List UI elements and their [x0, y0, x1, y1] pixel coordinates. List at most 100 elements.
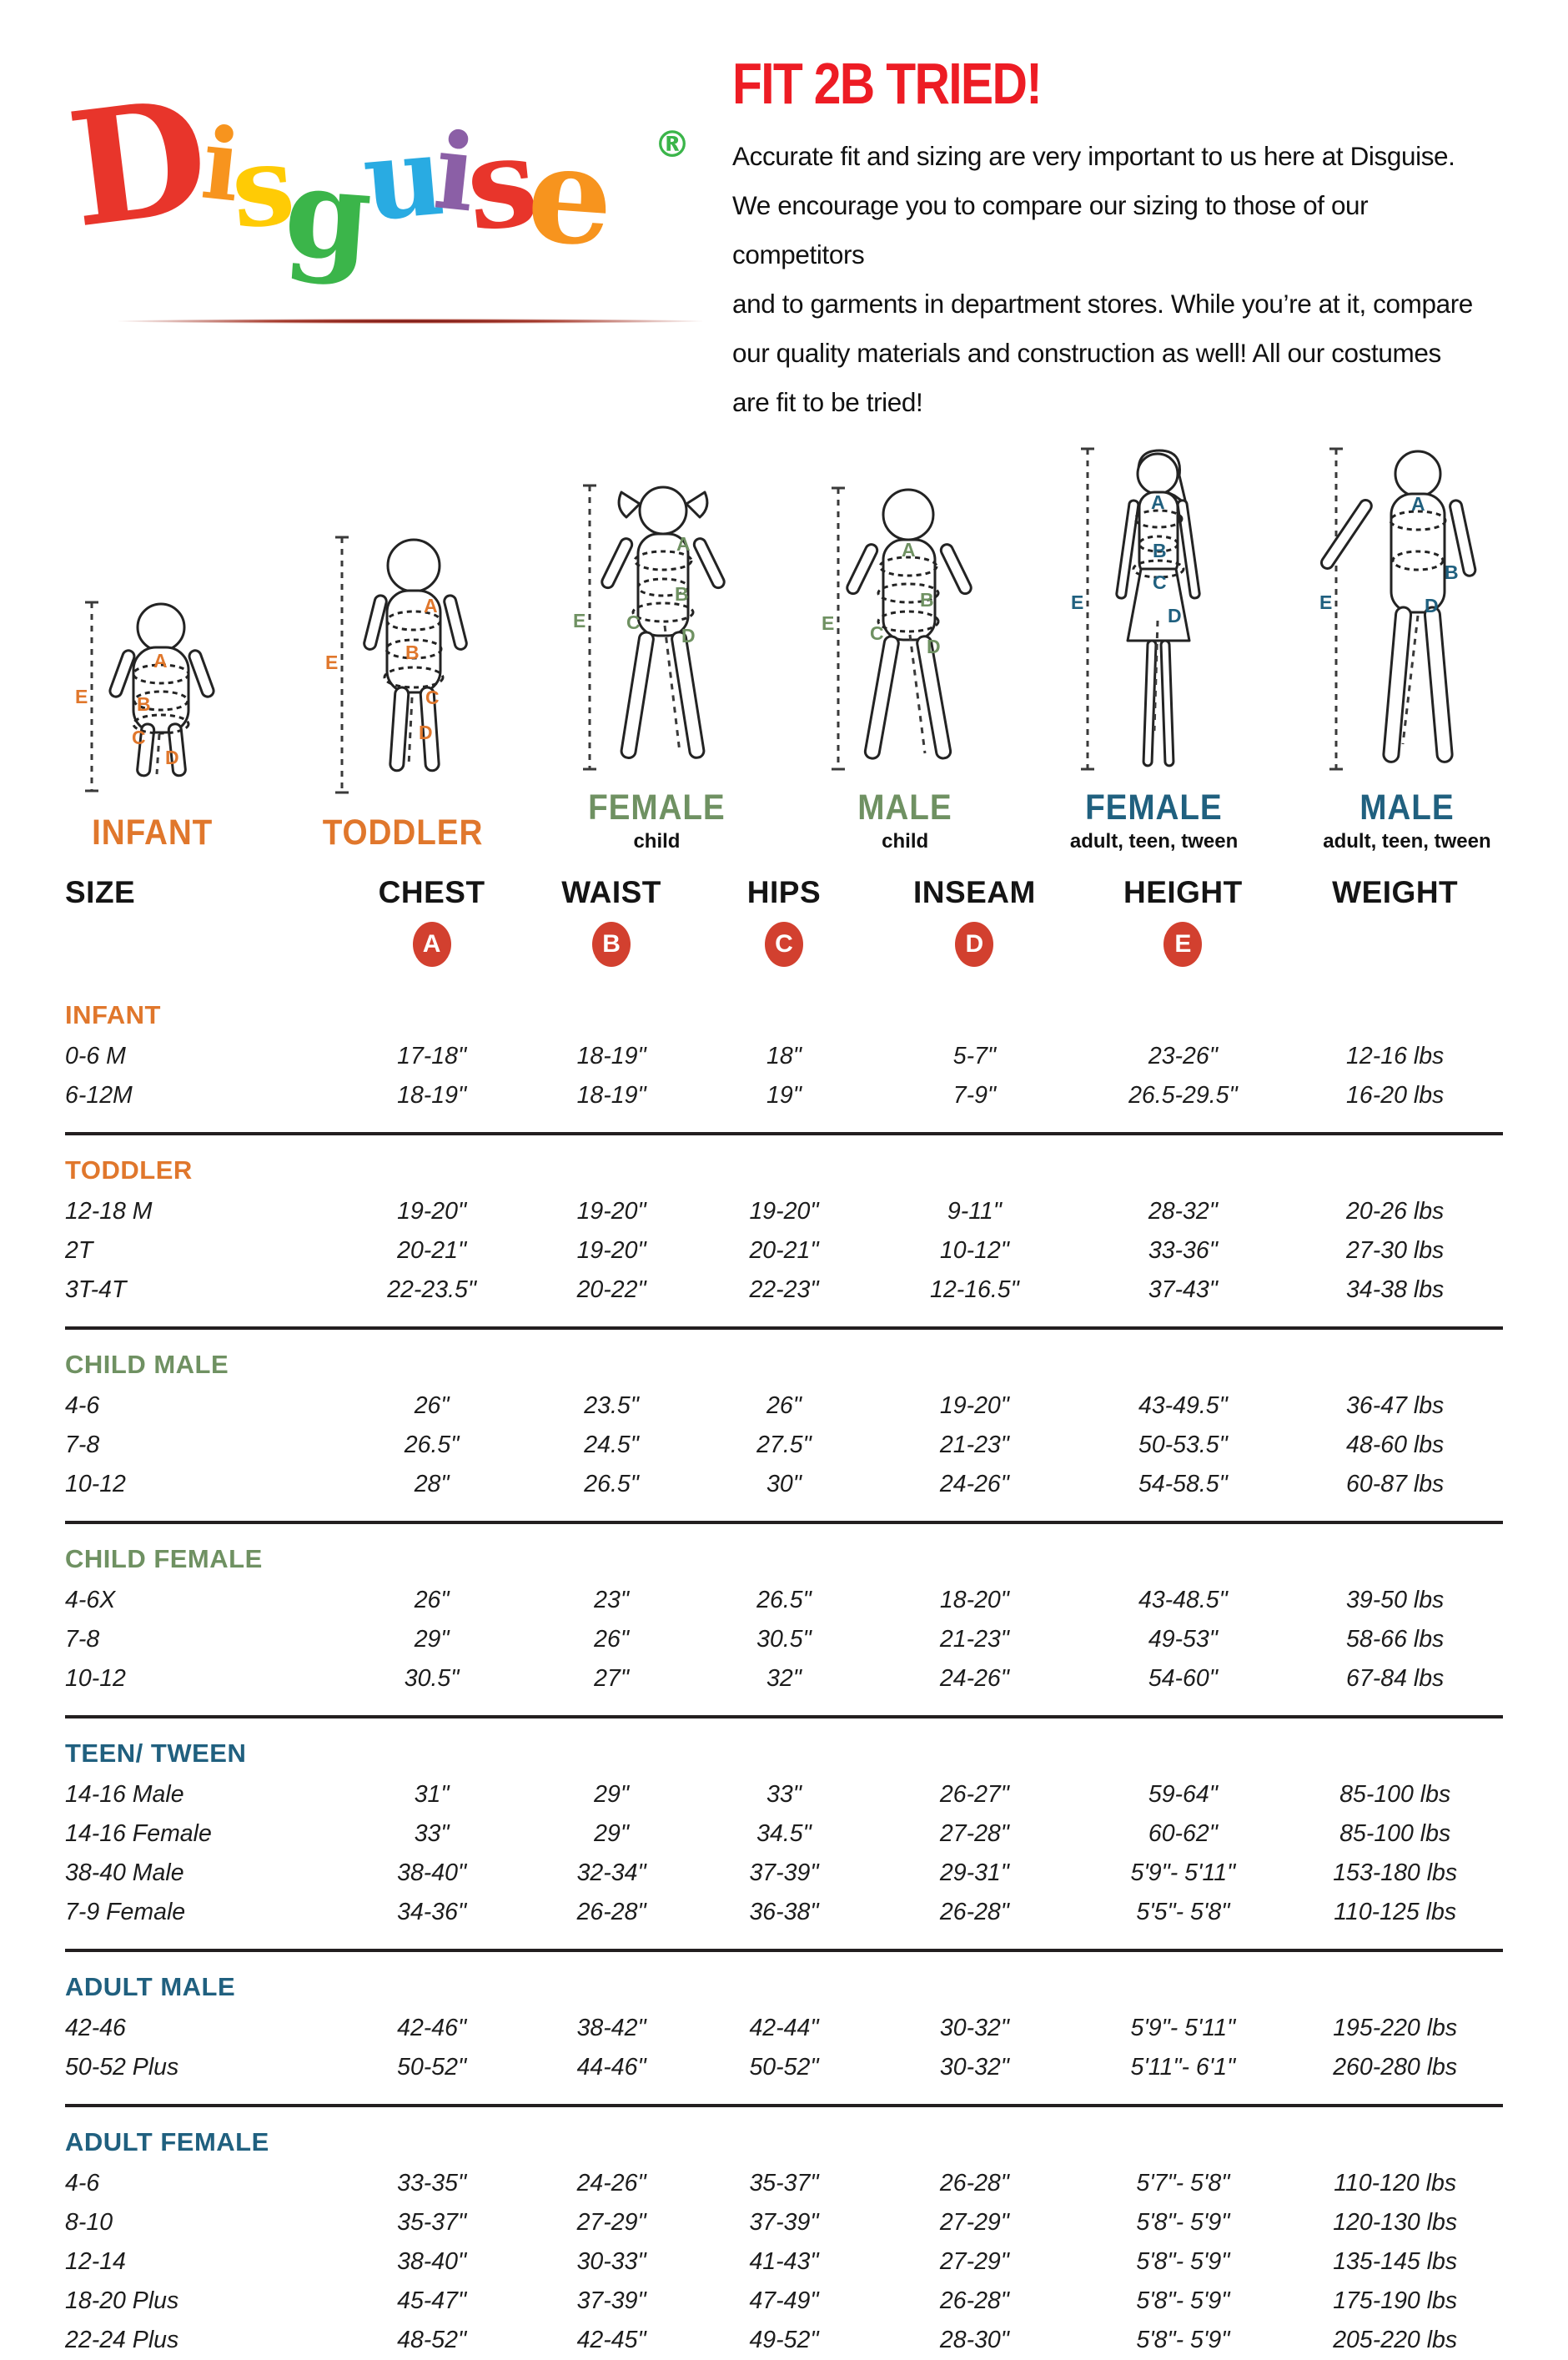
- value-cell: 195-220 lbs: [1333, 2015, 1458, 2041]
- value-cell: 5'8"- 5'9": [1136, 2248, 1230, 2275]
- value-cell: 22-23.5": [387, 1276, 476, 1303]
- svg-text:A: A: [424, 595, 438, 616]
- value-cell: 5-7": [952, 1043, 997, 1069]
- value-cell: 5'11"- 6'1": [1130, 2054, 1236, 2081]
- section-header-teen-tween: TEEN/ TWEEN: [65, 1739, 247, 1768]
- svg-text:B: B: [920, 589, 934, 611]
- value-cell: 5'8"- 5'9": [1136, 2287, 1230, 2314]
- size-cell: 12-18 M: [65, 1198, 153, 1225]
- value-cell: 60-87 lbs: [1346, 1471, 1445, 1497]
- chest-measure-ellipse: [1389, 510, 1447, 531]
- table-row: 12-14 38-40" 30-33" 41-43" 27-29" 5'8"- 5'9" 1…: [65, 2242, 1503, 2282]
- measure-badge-b: B: [592, 922, 631, 967]
- figure-label-toddler: TODDLER: [322, 813, 484, 853]
- figure-diagrams: A B C D E INFANT: [65, 442, 1503, 853]
- inseam-measure-line: [663, 625, 681, 753]
- waist-measure-ellipse: [877, 582, 940, 604]
- value-cell: 24.5": [584, 1432, 639, 1458]
- value-cell: 44-46": [576, 2054, 646, 2081]
- value-cell: 18": [766, 1043, 802, 1069]
- table-row: 14-16 Female 33" 29" 34.5" 27-28" 60-62" 85-10…: [65, 1814, 1503, 1854]
- value-cell: 19": [766, 1082, 802, 1109]
- svg-text:E: E: [1319, 591, 1332, 613]
- table-row: 12-18 M 19-20" 19-20" 19-20" 9-11" 28-32" 20-2…: [65, 1192, 1503, 1231]
- value-cell: 29": [414, 1626, 450, 1653]
- value-cell: 26-28": [939, 1899, 1009, 1925]
- size-cell: 4-6X: [65, 1587, 116, 1613]
- value-cell: 260-280 lbs: [1333, 2054, 1458, 2081]
- value-cell: 30-32": [939, 2054, 1009, 2081]
- size-cell: 8-10: [65, 2209, 113, 2236]
- value-cell: 26": [414, 1587, 450, 1613]
- value-cell: 26.5": [584, 1471, 639, 1497]
- measure-badge-d: D: [955, 922, 994, 967]
- value-cell: 20-22": [576, 1276, 646, 1303]
- column-header-weight: WEIGHT: [1332, 875, 1459, 909]
- value-cell: 49-53": [1148, 1626, 1218, 1653]
- value-cell: 48-52": [397, 2327, 467, 2353]
- inseam-measure-line: [155, 733, 161, 775]
- value-cell: 48-60 lbs: [1346, 1432, 1445, 1458]
- svg-text:E: E: [573, 610, 585, 632]
- value-cell: 50-52": [397, 2054, 467, 2081]
- value-cell: 23.5": [584, 1392, 639, 1419]
- inseam-measure-line: [407, 697, 414, 767]
- value-cell: 39-50 lbs: [1346, 1587, 1445, 1613]
- hips-measure-ellipse: [631, 601, 695, 623]
- svg-text:A: A: [153, 650, 168, 672]
- logo-letter: u: [358, 111, 441, 247]
- figure-label-male-adult: MALE: [1359, 788, 1455, 828]
- section-header-infant: INFANT: [65, 1000, 161, 1029]
- column-header-waist: WAIST: [561, 875, 661, 909]
- value-cell: 38-42": [576, 2015, 646, 2041]
- svg-text:A: A: [1151, 491, 1165, 513]
- value-cell: 175-190 lbs: [1333, 2287, 1458, 2314]
- value-cell: 20-21": [749, 1237, 819, 1264]
- measure-badge-e: E: [1163, 922, 1203, 967]
- section-divider-rule: [65, 1932, 1503, 1952]
- value-cell: 24-26": [939, 1471, 1009, 1497]
- male-adult-figure-drawing: A B D E: [1319, 447, 1477, 771]
- value-cell: 41-43": [749, 2248, 819, 2275]
- table-row: 50-52 Plus 50-52" 44-46" 50-52" 30-32" 5'11"-…: [65, 2048, 1503, 2087]
- value-cell: 27-29": [939, 2209, 1009, 2236]
- value-cell: 54-60": [1148, 1665, 1218, 1692]
- value-cell: 19-20": [749, 1198, 819, 1225]
- svg-text:D: D: [165, 747, 179, 768]
- value-cell: 9-11": [947, 1198, 1002, 1225]
- column-header-inseam: INSEAM: [912, 875, 1036, 909]
- svg-text:E: E: [822, 612, 834, 634]
- value-cell: 5'9"- 5'11": [1130, 1859, 1236, 1886]
- hips-measure-ellipse: [877, 610, 940, 633]
- value-cell: 26.5-29.5": [1128, 1082, 1238, 1109]
- figure-torso: [385, 589, 442, 694]
- value-cell: 37-39": [576, 2287, 646, 2314]
- header: Disguise ® FIT 2B TRIED! Accurate fit an…: [60, 43, 1503, 427]
- value-cell: 54-58.5": [1138, 1471, 1228, 1497]
- svg-text:D: D: [681, 625, 696, 647]
- value-cell: 43-48.5": [1138, 1587, 1228, 1613]
- value-cell: 32-34": [576, 1859, 646, 1886]
- value-cell: 21-23": [939, 1626, 1009, 1653]
- section-header-adult-male: ADULT MALE: [65, 1972, 236, 2001]
- table-row: 22-24 Plus 48-52" 42-45" 49-52" 28-30" 5'8"- …: [65, 2321, 1503, 2360]
- value-cell: 27-28": [939, 1820, 1009, 1847]
- figure-head: [882, 488, 935, 541]
- chest-measure-ellipse: [132, 663, 190, 685]
- value-cell: 50-52": [749, 2054, 819, 2081]
- value-cell: 27-29": [939, 2248, 1009, 2275]
- value-cell: 26": [766, 1392, 802, 1419]
- size-cell: 7-9 Female: [65, 1899, 186, 1925]
- table-row: 18-20 Plus 45-47" 37-39" 47-49" 26-28" 5'8"- …: [65, 2282, 1503, 2321]
- table-row: 7-8 26.5" 24.5" 27.5" 21-23" 50-53.5" 48-60 lb…: [65, 1426, 1503, 1465]
- value-cell: 153-180 lbs: [1333, 1859, 1458, 1886]
- figure-label-male-child: MALE: [857, 788, 952, 828]
- section-divider-rule: [65, 1310, 1503, 1330]
- value-cell: 33-36": [1148, 1237, 1218, 1264]
- pigtail-left: [618, 491, 641, 519]
- value-cell: 26": [414, 1392, 450, 1419]
- value-cell: 26.5": [404, 1432, 460, 1458]
- table-row: 4-6 26" 23.5" 26" 19-20" 43-49.5" 36-47 lbs: [65, 1386, 1503, 1426]
- size-cell: 2T: [65, 1237, 93, 1264]
- value-cell: 28-32": [1148, 1198, 1218, 1225]
